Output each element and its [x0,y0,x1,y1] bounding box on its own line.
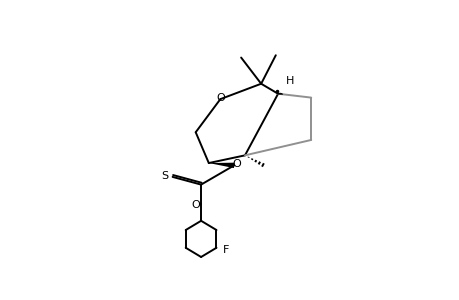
Text: F: F [222,245,229,255]
Text: O: O [232,159,241,169]
Text: O: O [216,93,224,103]
Text: H: H [285,76,294,86]
Text: S: S [161,171,168,181]
Polygon shape [208,163,234,168]
Text: O: O [191,200,200,210]
